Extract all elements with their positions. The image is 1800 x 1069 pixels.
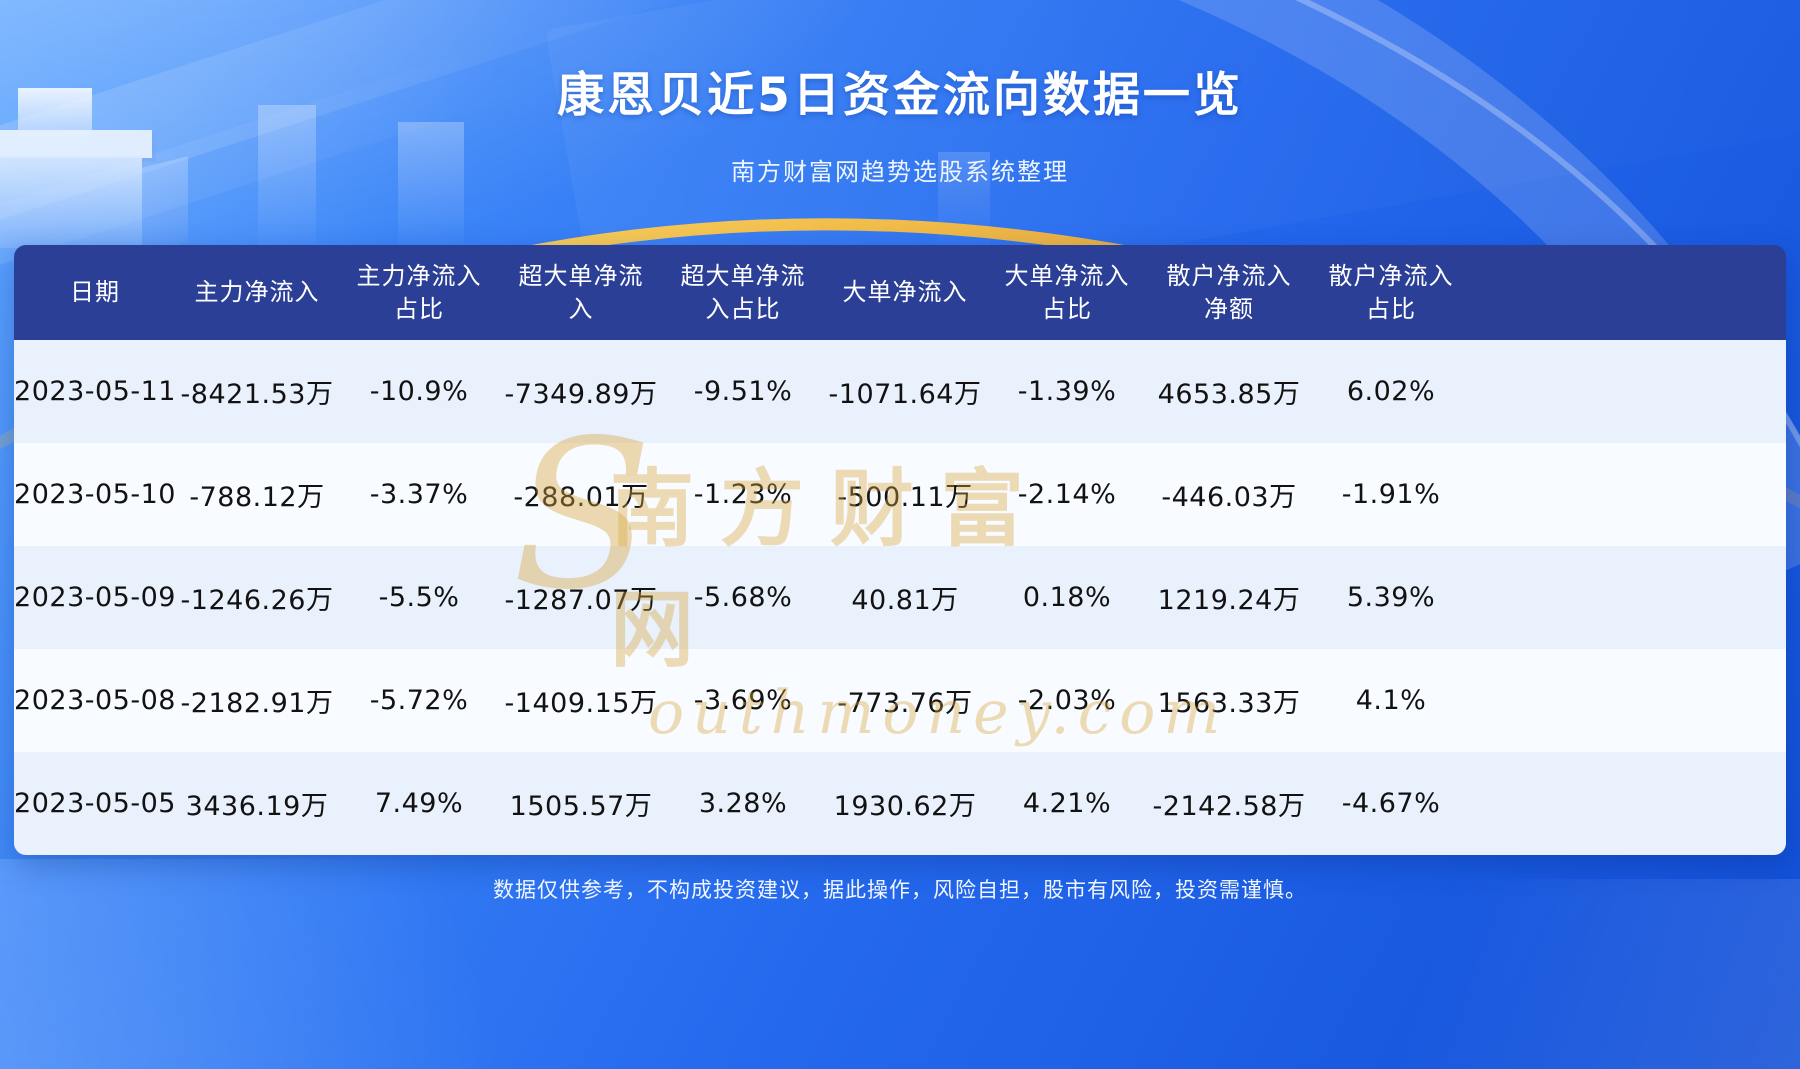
- table-cell: -2142.58万: [1152, 791, 1306, 822]
- table-cell: 0.18%: [1022, 582, 1112, 613]
- header-cell: 主力净流入: [194, 278, 320, 307]
- table-cell: -10.9%: [369, 376, 469, 407]
- bottom-left-glow: [0, 859, 760, 1069]
- header-cell: 大单净流入 占比: [1004, 262, 1130, 323]
- table-cell: 2023-05-09: [14, 582, 176, 613]
- table-cell: 4.1%: [1355, 685, 1427, 716]
- table-cell: 6.02%: [1346, 376, 1436, 407]
- table-cell: 2023-05-10: [14, 479, 176, 510]
- header-cell: 超大单净流 入占比: [680, 262, 806, 323]
- table-cell: -288.01万: [513, 482, 649, 513]
- table-cell: 4.21%: [1022, 788, 1112, 819]
- building-block: [18, 88, 92, 136]
- table-cell: -8421.53万: [180, 379, 334, 410]
- table-row: 2023-05-11 -8421.53万 -10.9% -7349.89万 -9.51%…: [14, 340, 1786, 443]
- disclaimer-text: 数据仅供参考，不构成投资建议，据此操作，风险自担，股市有风险，投资需谨慎。: [493, 878, 1307, 902]
- table-cell: 7.49%: [374, 788, 464, 819]
- table-cell: 1930.62万: [833, 791, 977, 822]
- table-cell: -5.72%: [369, 685, 469, 716]
- table-cell: -4.67%: [1341, 788, 1441, 819]
- table-cell: -2.14%: [1017, 479, 1117, 510]
- table-cell: -2182.91万: [180, 688, 334, 719]
- table-row: 2023-05-05 3436.19万 7.49% 1505.57万 3.28% 1930…: [14, 752, 1786, 855]
- header-cell: 主力净流入 占比: [356, 262, 482, 323]
- table-cell: 40.81万: [851, 585, 959, 616]
- table-cell: 1505.57万: [509, 791, 653, 822]
- buildings-illustration: [0, 88, 240, 254]
- table-row: 2023-05-08 -2182.91万 -5.72% -1409.15万 -3.69%…: [14, 649, 1786, 752]
- table-cell: -5.5%: [378, 582, 460, 613]
- table-cell: 4653.85万: [1157, 379, 1301, 410]
- header-cell: 大单净流入: [842, 278, 968, 307]
- table-cell: 3.28%: [698, 788, 788, 819]
- table-cell: -500.11万: [837, 482, 973, 513]
- table-cell: -3.69%: [693, 685, 793, 716]
- table-cell: 2023-05-11: [14, 376, 176, 407]
- table-header-row: 日期 主力净流入 主力净流入 占比 超大单净流 入超大单净流 入占比 大单净流入 大单净流…: [14, 245, 1786, 340]
- header-cell: 散户净流入 净额: [1166, 262, 1292, 323]
- table-cell: -1.23%: [693, 479, 793, 510]
- table-cell: -1.91%: [1341, 479, 1441, 510]
- table-cell: -1409.15万: [504, 688, 658, 719]
- table-cell: 1563.33万: [1157, 688, 1301, 719]
- header-cell: 日期: [70, 278, 120, 307]
- table-cell: -1.39%: [1017, 376, 1117, 407]
- table-cell: -5.68%: [693, 582, 793, 613]
- page-subtitle: 南方财富网趋势选股系统整理: [731, 158, 1069, 186]
- table-cell: 2023-05-08: [14, 685, 176, 716]
- fund-flow-table: 日期 主力净流入 主力净流入 占比 超大单净流 入超大单净流 入占比 大单净流入 大单净流…: [14, 245, 1786, 855]
- table-cell: -3.37%: [369, 479, 469, 510]
- table-cell: -9.51%: [693, 376, 793, 407]
- header-cell: 超大单净流 入: [518, 262, 644, 323]
- page-title: 康恩贝近5日资金流向数据一览: [557, 68, 1243, 123]
- table-body: 2023-05-11 -8421.53万 -10.9% -7349.89万 -9.51%…: [14, 340, 1786, 855]
- table-cell: -773.76万: [837, 688, 973, 719]
- bottom-right-glow: [1180, 879, 1800, 1069]
- table-cell: 2023-05-05: [14, 788, 176, 819]
- table-cell: 1219.24万: [1157, 585, 1301, 616]
- header-cell: 散户净流入 占比: [1328, 262, 1454, 323]
- table-cell: -446.03万: [1161, 482, 1297, 513]
- table-cell: -7349.89万: [504, 379, 658, 410]
- table-cell: -1246.26万: [180, 585, 334, 616]
- table-cell: 3436.19万: [185, 791, 329, 822]
- table-row: 2023-05-09 -1246.26万 -5.5% -1287.07万 -5.68% 4…: [14, 546, 1786, 649]
- table-cell: -1287.07万: [504, 585, 658, 616]
- table-cell: 5.39%: [1346, 582, 1436, 613]
- table-cell: -788.12万: [189, 482, 325, 513]
- building-block: [0, 130, 152, 158]
- table-row: 2023-05-10 -788.12万 -3.37% -288.01万 -1.23% -5…: [14, 443, 1786, 546]
- table-cell: -2.03%: [1017, 685, 1117, 716]
- table-cell: -1071.64万: [828, 379, 982, 410]
